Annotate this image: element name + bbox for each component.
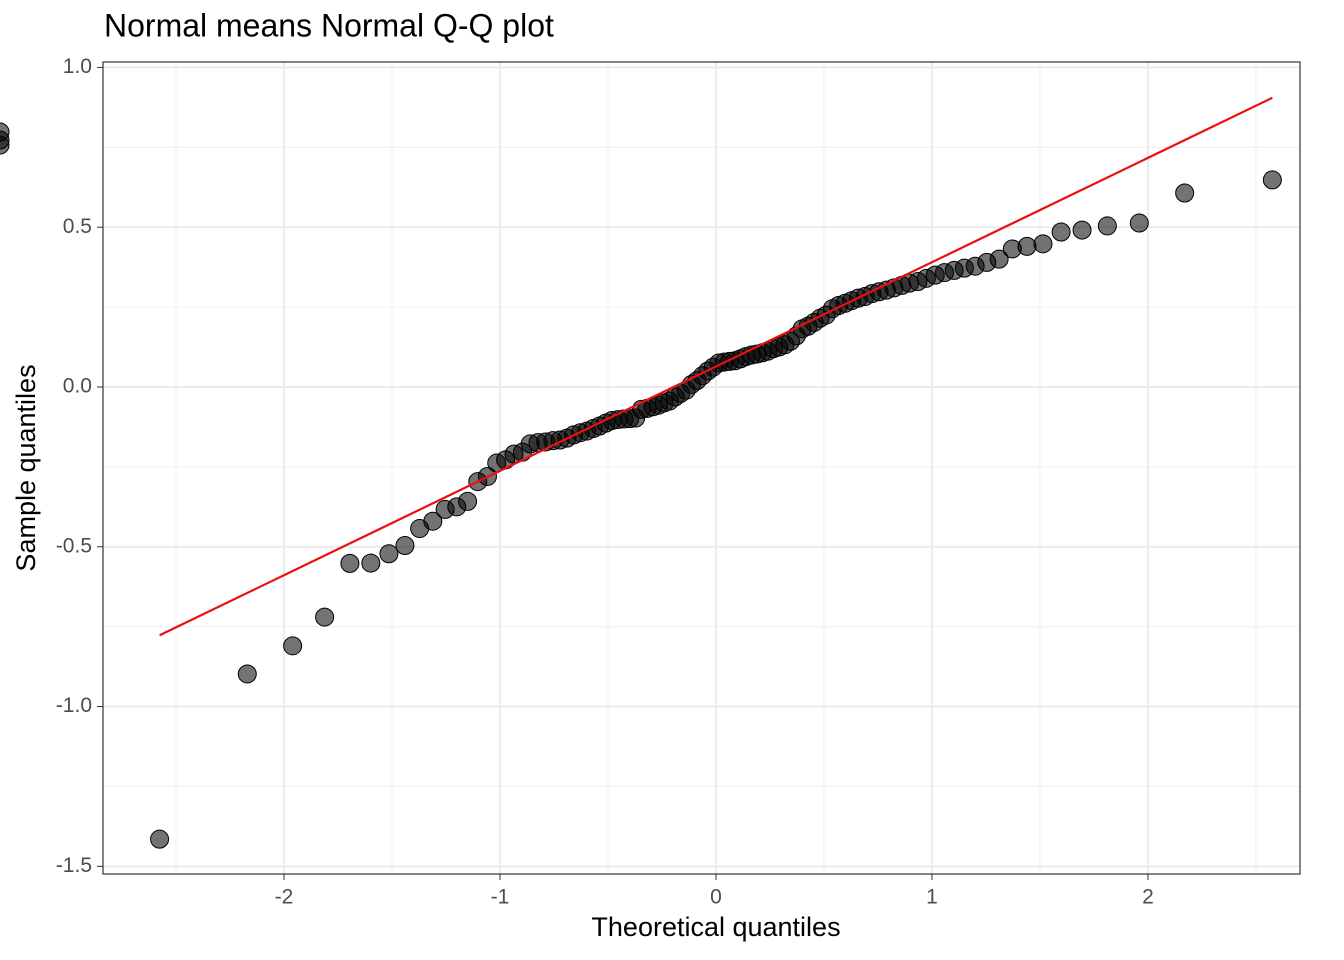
point [150, 829, 170, 849]
point [1262, 170, 1282, 190]
point [315, 607, 335, 627]
chart-title: Normal means Normal Q-Q plot [104, 7, 554, 43]
y-tick-label: 0.5 [63, 215, 92, 238]
point [1129, 213, 1149, 233]
y-tick-label: -0.5 [56, 534, 92, 557]
x-tick-label: 1 [926, 886, 938, 909]
x-axis-label: Theoretical quantiles [591, 912, 840, 942]
x-tick-label: -2 [275, 886, 294, 909]
point [989, 249, 1009, 269]
point [395, 535, 415, 555]
x-tick-label: 0 [710, 886, 722, 909]
y-tick-label: 1.0 [63, 55, 92, 78]
point [361, 553, 381, 573]
x-tick-label: -1 [491, 886, 510, 909]
point [1097, 216, 1117, 236]
point [379, 544, 399, 564]
point [0, 122, 10, 142]
point [237, 664, 257, 684]
plot-border [102, 61, 1301, 875]
x-tick-label: 2 [1142, 886, 1154, 909]
point [458, 491, 478, 511]
point [1072, 220, 1092, 240]
y-axis-label: Sample quantiles [11, 364, 41, 571]
point [1051, 222, 1071, 242]
point [1175, 183, 1195, 203]
y-tick-label: -1.0 [56, 694, 92, 717]
point [340, 553, 360, 573]
point [283, 636, 303, 656]
reference-line [159, 96, 1273, 637]
point [423, 511, 443, 531]
point [1017, 236, 1037, 256]
y-tick-label: 0.0 [63, 375, 92, 398]
y-tick-label: -1.5 [56, 854, 92, 877]
point [1033, 234, 1053, 254]
